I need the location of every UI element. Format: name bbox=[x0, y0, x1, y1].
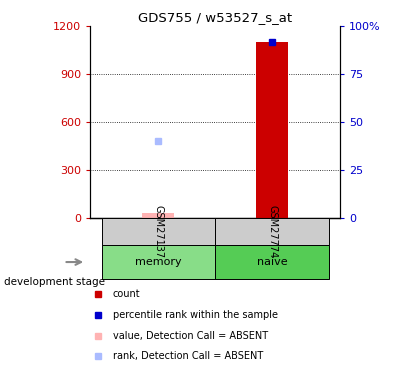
Text: naive: naive bbox=[256, 257, 287, 267]
Text: value, Detection Call = ABSENT: value, Detection Call = ABSENT bbox=[112, 331, 267, 340]
Text: memory: memory bbox=[135, 257, 181, 267]
Bar bbox=[101, 217, 215, 245]
Bar bbox=[142, 213, 174, 217]
Bar bbox=[256, 42, 287, 218]
Text: GSM27774: GSM27774 bbox=[266, 205, 276, 258]
Bar bbox=[215, 245, 328, 279]
Bar bbox=[101, 245, 215, 279]
Text: rank, Detection Call = ABSENT: rank, Detection Call = ABSENT bbox=[112, 351, 262, 361]
Text: development stage: development stage bbox=[4, 277, 105, 286]
Text: count: count bbox=[112, 290, 140, 299]
Text: GSM27137: GSM27137 bbox=[153, 205, 163, 258]
Title: GDS755 / w53527_s_at: GDS755 / w53527_s_at bbox=[138, 11, 292, 24]
Text: percentile rank within the sample: percentile rank within the sample bbox=[112, 310, 277, 320]
Bar bbox=[215, 217, 328, 245]
